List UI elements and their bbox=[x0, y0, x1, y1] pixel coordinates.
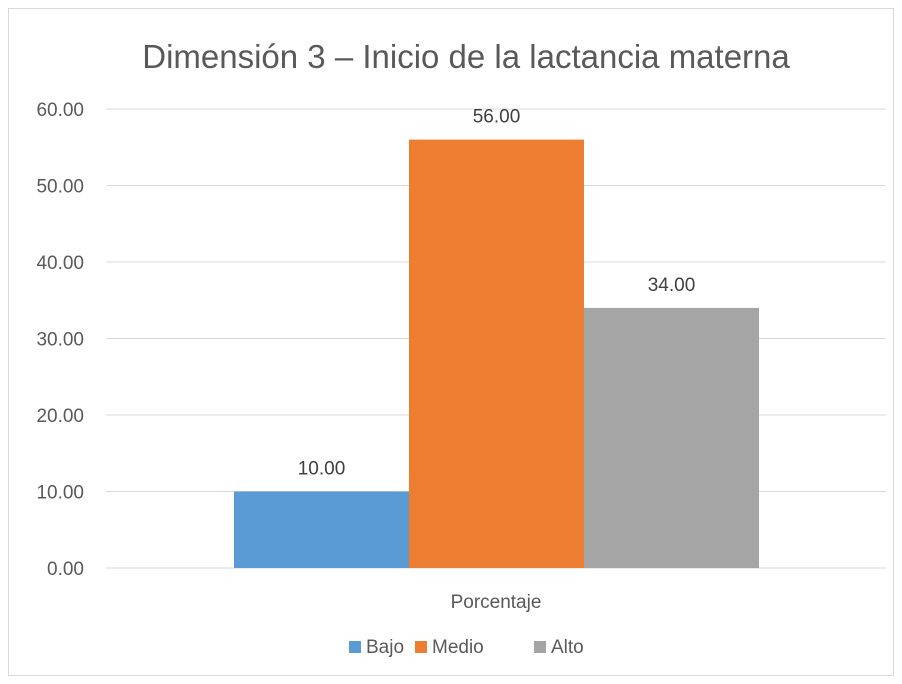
y-tick-label: 0.00 bbox=[47, 559, 84, 580]
bars bbox=[234, 139, 759, 568]
data-label-medio: 56.00 bbox=[473, 107, 521, 128]
bar-alto bbox=[584, 307, 759, 568]
x-tick-label: Porcentaje bbox=[451, 592, 542, 613]
legend-swatch-alto bbox=[534, 641, 546, 653]
y-axis-ticks: 0.00 10.00 20.00 30.00 40.00 50.00 60.00 bbox=[36, 100, 84, 580]
legend-label-bajo: Bajo bbox=[366, 637, 404, 658]
y-tick-label: 30.00 bbox=[36, 330, 84, 351]
legend-label-medio: Medio bbox=[432, 637, 484, 658]
y-tick-label: 40.00 bbox=[36, 253, 84, 274]
y-tick-label: 20.00 bbox=[36, 406, 84, 427]
legend-label-alto: Alto bbox=[551, 637, 584, 658]
y-tick-label: 60.00 bbox=[36, 100, 84, 121]
y-tick-label: 10.00 bbox=[36, 483, 84, 504]
data-label-alto: 34.00 bbox=[648, 275, 696, 296]
legend-swatch-bajo bbox=[349, 641, 361, 653]
chart-title: Dimensión 3 – Inicio de la lactancia mat… bbox=[142, 38, 790, 75]
legend-swatch-medio bbox=[415, 641, 427, 653]
data-label-bajo: 10.00 bbox=[298, 459, 346, 480]
data-labels: 10.00 56.00 34.00 bbox=[298, 107, 696, 480]
y-tick-label: 50.00 bbox=[36, 177, 84, 198]
bar-medio bbox=[409, 139, 584, 568]
legend: Bajo Medio Alto bbox=[349, 637, 584, 658]
bar-bajo bbox=[234, 491, 409, 568]
